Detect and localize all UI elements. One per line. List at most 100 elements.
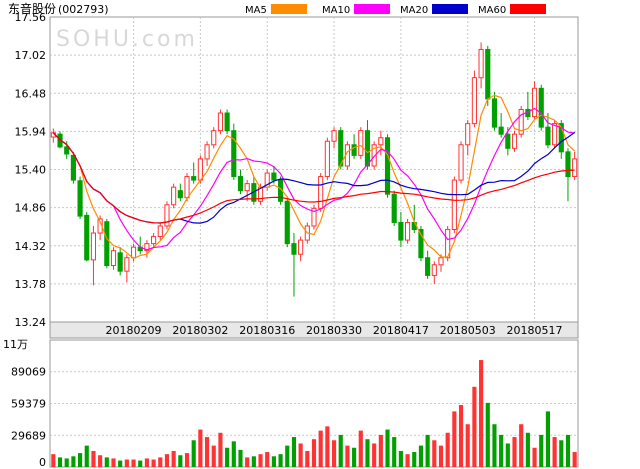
volume-bar xyxy=(164,454,170,467)
candle-body xyxy=(338,130,344,167)
candle-body xyxy=(324,140,330,178)
price-tick-label: 13.78 xyxy=(15,278,47,291)
volume-bar xyxy=(298,443,303,467)
candle-body xyxy=(371,144,377,167)
candle-body xyxy=(204,144,210,160)
candle-body xyxy=(318,176,324,209)
date-label: 20180330 xyxy=(306,324,362,337)
price-tick-label: 15.40 xyxy=(15,164,47,177)
candle-body xyxy=(531,87,538,118)
candle-body xyxy=(384,137,391,195)
candle-body xyxy=(505,133,511,149)
candle-body xyxy=(378,137,384,146)
volume-bar xyxy=(405,454,410,467)
volume-bar xyxy=(184,453,190,467)
candle-body xyxy=(90,232,97,261)
volume-bar xyxy=(438,445,444,467)
candle-body xyxy=(565,151,571,178)
volume-bar xyxy=(392,437,397,467)
candle-body xyxy=(224,112,230,132)
volume-bar xyxy=(432,440,437,467)
price-axis: 17.56 17.02 16.48 15.94 15.40 14.86 14.32 13.78… xyxy=(15,11,47,329)
volume-bar xyxy=(385,429,390,467)
candle-body xyxy=(144,243,150,252)
candle-body xyxy=(84,214,90,261)
volume-tick-label: 0 xyxy=(39,456,46,469)
volume-tick-label: 29689 xyxy=(11,429,46,442)
candle-body xyxy=(130,246,137,259)
price-tick-label: 13.24 xyxy=(15,316,47,329)
candle-body xyxy=(518,108,524,135)
candle-body xyxy=(197,158,203,181)
price-tick-label: 17.02 xyxy=(15,49,47,62)
volume-bar xyxy=(78,453,83,467)
volume-bar xyxy=(318,430,323,467)
volume-bar xyxy=(71,456,76,467)
candle-body xyxy=(478,48,484,79)
volume-bar xyxy=(104,457,109,467)
candle-body xyxy=(311,207,317,227)
volume-bar xyxy=(479,360,484,467)
candle-body xyxy=(298,239,304,255)
volume-bar xyxy=(238,449,243,467)
volume-bar xyxy=(331,440,337,467)
date-bar xyxy=(49,321,579,339)
volume-bar xyxy=(57,457,63,467)
volume-bar xyxy=(98,455,103,467)
volume-bar xyxy=(559,440,564,467)
candle-body xyxy=(465,123,471,146)
volume-bar xyxy=(311,439,317,467)
candle-body xyxy=(124,257,130,272)
volume-bar xyxy=(91,450,96,467)
volume-bar xyxy=(552,437,557,467)
candle-body xyxy=(398,221,404,241)
volume-bar xyxy=(565,434,571,467)
volume-tick-label: 59379 xyxy=(11,398,46,411)
volume-axis: 89069 59379 29689 0 xyxy=(11,366,46,469)
volume-bar xyxy=(218,432,223,467)
volume-bar xyxy=(138,460,143,467)
volume-unit: 11万 xyxy=(3,338,28,351)
candle-body xyxy=(64,146,70,155)
candle-body xyxy=(244,183,250,192)
ma60-line xyxy=(52,132,575,224)
volume-bar xyxy=(525,432,530,467)
volume-bar xyxy=(412,452,417,467)
candle-body xyxy=(445,229,451,259)
candle-body xyxy=(110,250,117,267)
candle-body xyxy=(217,112,224,132)
date-label: 20180517 xyxy=(507,324,563,337)
candle-body xyxy=(331,130,337,142)
volume-bar xyxy=(84,445,89,467)
candle-body xyxy=(117,252,123,272)
volume-bar xyxy=(278,454,283,467)
volume-bar xyxy=(505,443,510,467)
legend-label-ma60: MA60 xyxy=(478,5,506,16)
candle-body xyxy=(104,221,110,267)
candle-body xyxy=(184,176,190,199)
volume-bar xyxy=(338,434,343,467)
candle-body xyxy=(231,130,237,178)
candle-body xyxy=(418,229,424,259)
volume-bar xyxy=(265,452,270,467)
volume-bar xyxy=(418,445,424,467)
price-tick-label: 17.56 xyxy=(15,11,47,24)
volume-bar xyxy=(485,402,490,467)
volume-bar xyxy=(572,452,577,467)
price-tick-label: 14.32 xyxy=(15,240,47,253)
candle-body xyxy=(237,176,244,192)
volume-bar xyxy=(118,460,123,467)
legend-swatch-ma20 xyxy=(432,4,468,14)
volume-bar xyxy=(539,434,544,467)
candles xyxy=(50,42,578,297)
volume-bar xyxy=(305,450,310,467)
candle-body xyxy=(552,123,558,146)
volume-bar xyxy=(111,458,116,467)
candle-body xyxy=(451,179,457,231)
candle-body xyxy=(425,257,431,276)
volume-bar xyxy=(458,404,464,467)
legend-swatch-ma60 xyxy=(510,4,546,14)
volume-bar xyxy=(285,445,290,467)
volume-bar xyxy=(178,455,183,467)
